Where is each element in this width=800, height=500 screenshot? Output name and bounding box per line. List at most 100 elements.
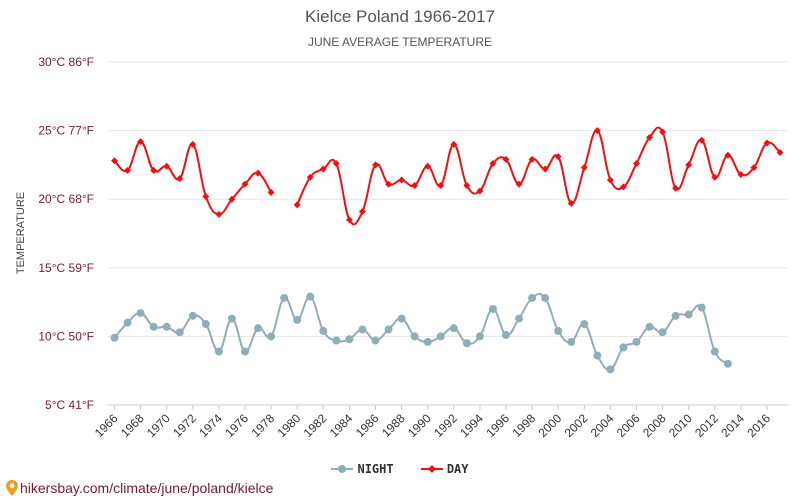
day-data-point[interactable] bbox=[345, 216, 353, 224]
day-data-point[interactable] bbox=[476, 187, 484, 195]
night-data-point[interactable] bbox=[710, 347, 719, 356]
night-data-point[interactable] bbox=[149, 322, 158, 331]
night-data-point[interactable] bbox=[267, 332, 276, 341]
day-data-point[interactable] bbox=[137, 138, 145, 146]
night-data-point[interactable] bbox=[488, 304, 497, 313]
night-data-point[interactable] bbox=[397, 314, 406, 323]
day-data-point[interactable] bbox=[176, 175, 184, 183]
day-data-point[interactable] bbox=[724, 151, 732, 159]
legend-item-night[interactable]: NIGHT bbox=[331, 462, 394, 476]
day-data-point[interactable] bbox=[332, 160, 340, 168]
day-data-point[interactable] bbox=[593, 127, 601, 135]
day-data-point[interactable] bbox=[424, 162, 432, 170]
night-data-point[interactable] bbox=[123, 318, 132, 327]
day-data-point[interactable] bbox=[763, 139, 771, 147]
day-data-point[interactable] bbox=[619, 183, 627, 191]
day-data-point[interactable] bbox=[633, 160, 640, 168]
night-data-point[interactable] bbox=[384, 325, 393, 334]
day-data-point[interactable] bbox=[241, 180, 249, 188]
night-data-point[interactable] bbox=[227, 314, 236, 323]
night-data-point[interactable] bbox=[580, 320, 589, 329]
legend-item-day[interactable]: DAY bbox=[420, 462, 469, 476]
night-data-point[interactable] bbox=[345, 335, 354, 344]
night-data-point[interactable] bbox=[306, 292, 315, 301]
night-data-point[interactable] bbox=[567, 337, 576, 346]
night-data-point[interactable] bbox=[515, 314, 524, 323]
day-data-point[interactable] bbox=[385, 180, 393, 188]
day-data-point[interactable] bbox=[254, 169, 262, 177]
day-data-point[interactable] bbox=[398, 176, 406, 184]
day-data-point[interactable] bbox=[202, 192, 210, 200]
day-data-point[interactable] bbox=[215, 210, 223, 218]
night-data-point[interactable] bbox=[358, 325, 367, 334]
day-data-point[interactable] bbox=[372, 161, 379, 169]
day-data-point[interactable] bbox=[150, 166, 158, 174]
day-data-point[interactable] bbox=[411, 181, 419, 189]
night-data-point[interactable] bbox=[241, 347, 249, 356]
night-data-point[interactable] bbox=[293, 315, 302, 324]
day-data-point[interactable] bbox=[541, 165, 549, 173]
night-data-point[interactable] bbox=[449, 324, 458, 333]
day-data-point[interactable] bbox=[646, 133, 654, 141]
night-data-point[interactable] bbox=[658, 328, 667, 337]
night-data-point[interactable] bbox=[423, 337, 432, 346]
day-data-point[interactable] bbox=[659, 128, 667, 136]
night-data-point[interactable] bbox=[136, 309, 145, 318]
day-data-point[interactable] bbox=[450, 140, 458, 148]
night-data-point[interactable] bbox=[162, 322, 171, 331]
night-data-point[interactable] bbox=[110, 333, 119, 342]
day-data-point[interactable] bbox=[502, 155, 510, 163]
night-data-point[interactable] bbox=[188, 311, 197, 320]
day-data-point[interactable] bbox=[463, 181, 471, 189]
night-data-point[interactable] bbox=[201, 320, 210, 329]
day-data-point[interactable] bbox=[606, 176, 614, 184]
night-data-point[interactable] bbox=[332, 336, 341, 345]
day-data-point[interactable] bbox=[737, 171, 745, 179]
day-data-point[interactable] bbox=[358, 208, 366, 216]
night-data-point[interactable] bbox=[684, 310, 693, 319]
day-data-point[interactable] bbox=[306, 173, 314, 181]
day-data-point[interactable] bbox=[515, 180, 523, 188]
night-data-point[interactable] bbox=[475, 332, 484, 341]
day-data-point[interactable] bbox=[189, 140, 197, 148]
night-data-point[interactable] bbox=[214, 347, 223, 356]
night-data-point[interactable] bbox=[410, 332, 419, 341]
night-data-point[interactable] bbox=[528, 293, 537, 302]
day-data-point[interactable] bbox=[293, 201, 301, 209]
day-data-point[interactable] bbox=[750, 164, 758, 172]
night-data-point[interactable] bbox=[723, 359, 732, 368]
night-data-point[interactable] bbox=[436, 332, 445, 341]
night-data-point[interactable] bbox=[606, 365, 615, 374]
day-data-point[interactable] bbox=[567, 199, 575, 207]
night-data-point[interactable] bbox=[175, 328, 184, 337]
day-data-point[interactable] bbox=[124, 166, 132, 174]
day-data-point[interactable] bbox=[698, 136, 706, 144]
night-data-point[interactable] bbox=[319, 326, 328, 335]
night-data-point[interactable] bbox=[554, 326, 563, 335]
day-data-point[interactable] bbox=[776, 149, 784, 157]
night-data-point[interactable] bbox=[254, 324, 263, 333]
day-data-point[interactable] bbox=[437, 181, 445, 189]
day-data-point[interactable] bbox=[489, 160, 497, 168]
footer-link[interactable]: hikersbay.com/climate/june/poland/kielce bbox=[6, 480, 273, 496]
day-data-point[interactable] bbox=[711, 173, 719, 181]
night-data-point[interactable] bbox=[541, 293, 550, 302]
day-data-point[interactable] bbox=[228, 195, 236, 203]
day-data-point[interactable] bbox=[267, 188, 275, 196]
night-data-point[interactable] bbox=[280, 293, 289, 302]
night-data-point[interactable] bbox=[645, 322, 654, 331]
day-data-point[interactable] bbox=[685, 161, 693, 169]
night-data-point[interactable] bbox=[632, 337, 641, 346]
night-data-point[interactable] bbox=[462, 339, 471, 348]
day-data-point[interactable] bbox=[319, 165, 327, 173]
night-data-point[interactable] bbox=[593, 351, 602, 360]
night-data-point[interactable] bbox=[502, 331, 510, 340]
day-data-point[interactable] bbox=[111, 157, 118, 165]
night-data-point[interactable] bbox=[697, 303, 706, 312]
night-data-point[interactable] bbox=[371, 336, 380, 345]
day-data-point[interactable] bbox=[528, 155, 536, 163]
night-data-point[interactable] bbox=[671, 311, 680, 320]
day-data-point[interactable] bbox=[163, 162, 171, 170]
day-data-point[interactable] bbox=[554, 153, 562, 161]
night-data-point[interactable] bbox=[619, 343, 628, 352]
